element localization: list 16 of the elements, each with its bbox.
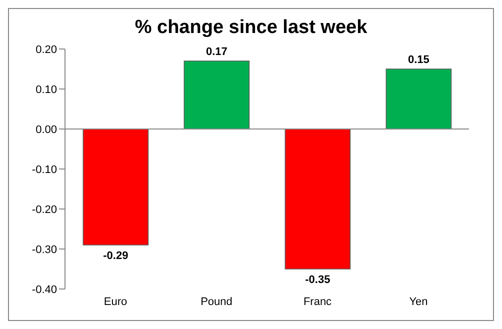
data-label: 0.17 bbox=[206, 46, 228, 58]
x-tick-label: Franc bbox=[303, 296, 332, 308]
chart-title: % change since last week bbox=[134, 16, 368, 40]
y-tick-label: -0.40 bbox=[32, 284, 57, 296]
data-label: -0.35 bbox=[305, 274, 330, 286]
y-tick-label: -0.30 bbox=[32, 244, 57, 256]
x-tick-label: Euro bbox=[104, 296, 128, 308]
data-label: -0.29 bbox=[103, 250, 128, 262]
data-label: 0.15 bbox=[408, 54, 430, 66]
y-tick-label: -0.10 bbox=[32, 164, 57, 176]
y-tick-label: 0.20 bbox=[36, 44, 57, 56]
y-tick-label: 0.10 bbox=[36, 84, 57, 96]
y-tick-label: 0.00 bbox=[36, 124, 57, 136]
x-tick-label: Yen bbox=[409, 296, 428, 308]
y-tick-label: -0.20 bbox=[32, 204, 57, 216]
x-tick-label: Pound bbox=[200, 296, 232, 308]
